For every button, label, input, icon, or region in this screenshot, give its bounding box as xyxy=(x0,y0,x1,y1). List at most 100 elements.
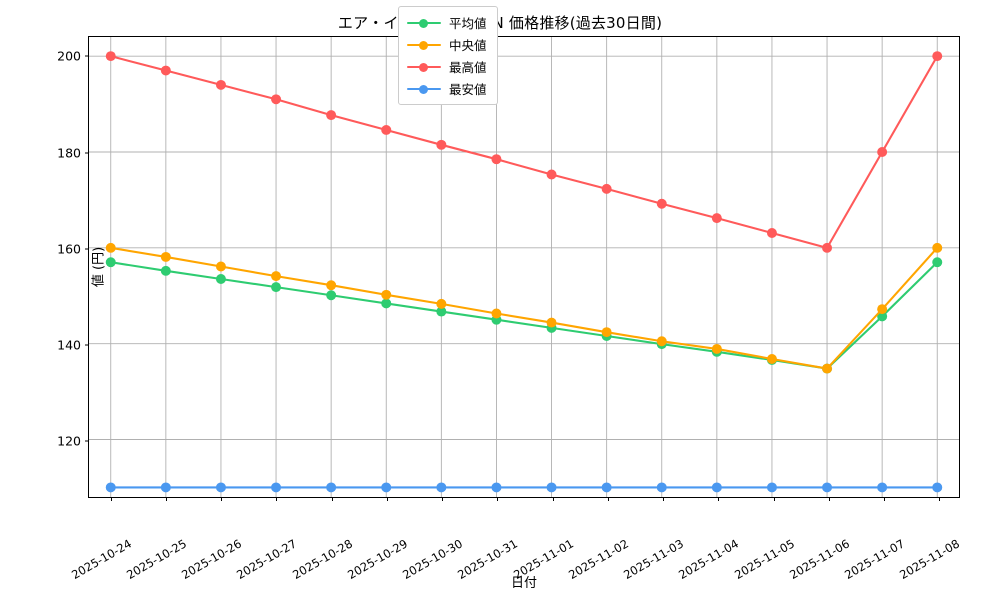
data-point xyxy=(656,198,667,209)
data-series-layer xyxy=(105,51,943,493)
data-point xyxy=(160,65,171,76)
data-point xyxy=(381,124,392,135)
data-point xyxy=(436,139,447,150)
y-tick-mark xyxy=(85,55,89,57)
series-line xyxy=(109,55,939,249)
x-tick-mark xyxy=(718,497,720,501)
data-point xyxy=(822,363,833,374)
legend-item-平均値[interactable]: 平均値 xyxy=(407,13,487,32)
y-tick-mark xyxy=(85,344,89,346)
data-point xyxy=(822,482,833,493)
data-point xyxy=(711,213,722,224)
data-point xyxy=(766,482,777,493)
data-point xyxy=(271,271,282,282)
data-point xyxy=(326,280,337,291)
gridlines xyxy=(89,37,959,497)
data-point xyxy=(105,482,116,493)
series-line xyxy=(109,261,939,370)
data-point xyxy=(326,482,337,493)
data-point xyxy=(436,306,447,317)
x-tick-mark xyxy=(552,497,554,501)
data-point xyxy=(436,482,447,493)
data-point xyxy=(215,79,226,90)
data-point xyxy=(711,343,722,354)
y-tick-label: 120 xyxy=(57,433,81,449)
data-point xyxy=(601,327,612,338)
data-point xyxy=(160,265,171,276)
chart-title: エア・イーター/Vol.6/N 価格推移(過去30日間) xyxy=(337,14,663,32)
x-tick-mark xyxy=(110,497,112,501)
data-point xyxy=(326,290,337,301)
data-point xyxy=(381,482,392,493)
data-point xyxy=(546,482,557,493)
y-axis-label: 値 (円) xyxy=(91,246,107,288)
x-tick-mark xyxy=(663,497,665,501)
data-point xyxy=(105,51,116,62)
data-point xyxy=(656,336,667,347)
data-point xyxy=(877,147,888,157)
data-point xyxy=(381,289,392,300)
x-tick-mark xyxy=(883,497,885,501)
legend-label: 最安値 xyxy=(449,82,487,97)
data-point xyxy=(932,51,943,62)
y-tick-label: 140 xyxy=(57,337,81,353)
legend-label: 最高値 xyxy=(449,60,487,75)
plot-area: 120 140 160 180 200 2025-10-24 2025-10-25 2025… xyxy=(57,36,962,582)
data-point xyxy=(877,311,888,322)
legend-label: 平均値 xyxy=(449,16,487,31)
data-point xyxy=(877,482,888,493)
legend-swatch-icon xyxy=(407,38,441,52)
x-tick-mark xyxy=(166,497,168,501)
legend-item-中央値[interactable]: 中央値 xyxy=(407,35,487,54)
x-tick-mark xyxy=(607,497,609,501)
data-point xyxy=(932,242,943,253)
data-point xyxy=(326,110,337,121)
data-point xyxy=(491,154,502,165)
y-tick-mark xyxy=(85,440,89,442)
y-tick-label: 160 xyxy=(57,241,81,257)
data-point xyxy=(215,274,226,284)
data-point xyxy=(491,308,502,319)
data-point xyxy=(766,228,777,238)
data-point xyxy=(215,482,226,493)
y-tick-mark xyxy=(85,152,89,153)
x-tick-mark xyxy=(386,497,388,501)
legend-swatch-icon xyxy=(407,16,441,30)
x-tick-mark xyxy=(331,497,333,501)
x-tick-mark xyxy=(497,497,499,501)
data-point xyxy=(601,183,612,194)
data-point xyxy=(822,242,833,253)
y-tick-label: 200 xyxy=(57,48,81,64)
data-point xyxy=(271,482,282,493)
data-point xyxy=(932,257,943,268)
data-point xyxy=(877,304,888,315)
data-point xyxy=(160,482,171,493)
data-point xyxy=(271,94,282,105)
data-point xyxy=(766,354,777,364)
data-point xyxy=(105,242,116,253)
x-tick-mark xyxy=(276,497,278,501)
legend-item-最高値[interactable]: 最高値 xyxy=(407,57,487,76)
data-point xyxy=(601,482,612,493)
data-point xyxy=(271,282,282,293)
data-point xyxy=(105,257,116,268)
data-point xyxy=(711,482,722,493)
x-tick-mark xyxy=(939,497,941,501)
chart-legend: 平均値中央値最高値最安値 xyxy=(398,6,498,105)
y-tick-label: 180 xyxy=(57,145,81,160)
data-point xyxy=(546,169,557,180)
x-tick-mark xyxy=(442,497,444,501)
data-point xyxy=(546,317,557,328)
data-point xyxy=(491,482,502,493)
data-point xyxy=(160,251,171,262)
legend-swatch-icon xyxy=(407,82,441,96)
legend-item-最安値[interactable]: 最安値 xyxy=(407,79,487,98)
y-tick-mark xyxy=(85,248,89,250)
legend-label: 中央値 xyxy=(449,38,487,53)
data-point xyxy=(215,261,226,272)
legend-swatch-icon xyxy=(407,60,441,74)
data-point xyxy=(656,482,667,493)
x-axis-label: 日付 xyxy=(510,576,537,591)
x-tick-mark xyxy=(773,497,775,501)
